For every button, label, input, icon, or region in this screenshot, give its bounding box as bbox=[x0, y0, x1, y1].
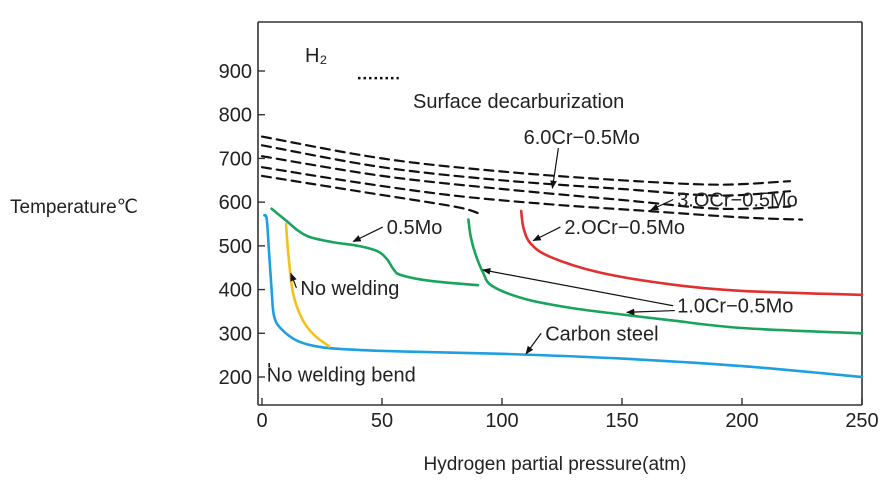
series-line-dashed-9 bbox=[260, 174, 480, 215]
annotation-label: 6.0Cr−0.5Mo bbox=[524, 127, 640, 149]
annotation-label: 0.5Mo bbox=[387, 217, 443, 239]
x-tick-label: 250 bbox=[845, 410, 878, 432]
series-line-2-0cr-0-5mo bbox=[519, 209, 864, 297]
x-tick-label: 100 bbox=[485, 410, 518, 432]
gas-label: H₂ bbox=[305, 45, 327, 67]
annotation-label: 3.OCr−0.5Mo bbox=[677, 190, 798, 212]
x-tick-label: 0 bbox=[256, 410, 267, 432]
annotation-arrow bbox=[532, 226, 561, 242]
curve-layer bbox=[260, 76, 864, 379]
annotation-label: No welding bbox=[300, 278, 399, 300]
legend-label: Surface decarburization bbox=[413, 91, 624, 113]
series-line-carbon-steel bbox=[263, 213, 864, 379]
x-tick-label: 50 bbox=[371, 410, 393, 432]
annotation-label: 2.OCr−0.5Mo bbox=[564, 217, 685, 239]
series-line-1-0cr-0-5mo bbox=[467, 218, 864, 335]
plot-frame bbox=[257, 21, 863, 406]
y-tick-label: 800 bbox=[219, 105, 252, 127]
series-line-dashed-8 bbox=[260, 166, 804, 221]
annotation-arrow bbox=[290, 272, 297, 289]
annotation-label: 1.0Cr−0.5Mo bbox=[677, 296, 793, 318]
annotation-arrow bbox=[625, 308, 675, 316]
y-tick-label: 500 bbox=[219, 236, 252, 258]
annotation-arrows bbox=[290, 147, 675, 355]
x-tick-label: 150 bbox=[605, 410, 638, 432]
series-line-3-0cr-0-5mo bbox=[260, 144, 792, 197]
annotation-arrow bbox=[550, 147, 559, 189]
annotation-arrow bbox=[352, 226, 384, 243]
y-axis-label: Temperature℃ bbox=[10, 197, 138, 218]
series-line-no-welding bbox=[284, 222, 331, 348]
series-line-6-0cr-0-5mo bbox=[260, 135, 792, 186]
y-tick-label: 600 bbox=[219, 192, 252, 214]
annotation-label: Carbon steel bbox=[545, 323, 658, 345]
annotation-arrow bbox=[481, 267, 674, 307]
x-tick-label: 200 bbox=[725, 410, 758, 432]
y-tick-label: 200 bbox=[219, 367, 252, 389]
annotation-label: No welding bend bbox=[267, 364, 416, 386]
y-tick-label: 300 bbox=[219, 323, 252, 345]
series-line-0-5mo bbox=[270, 207, 480, 287]
text-layer: Temperature℃ Hydrogen partial pressure(a… bbox=[10, 45, 879, 475]
y-tick-label: 400 bbox=[219, 280, 252, 302]
series-line-dashed-7 bbox=[260, 155, 792, 211]
annotation-arrow bbox=[525, 332, 542, 355]
y-tick-label: 700 bbox=[219, 148, 252, 170]
annotation-arrow bbox=[650, 198, 674, 211]
y-tick-label: 900 bbox=[219, 61, 252, 83]
x-axis-label: Hydrogen partial pressure(atm) bbox=[424, 454, 687, 475]
